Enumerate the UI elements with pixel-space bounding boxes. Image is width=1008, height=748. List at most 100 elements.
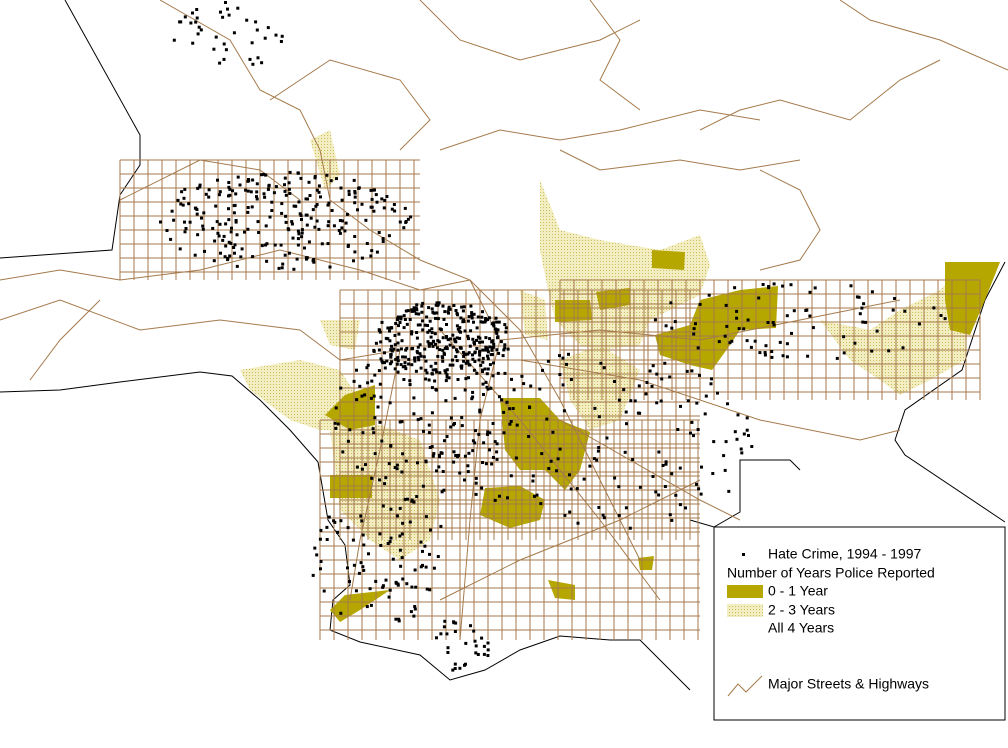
crime-point (277, 266, 281, 270)
crime-point (346, 243, 350, 247)
crime-point (508, 422, 512, 426)
crime-point (408, 383, 412, 386)
crime-point (481, 360, 485, 364)
crime-point (400, 556, 404, 560)
crime-point (767, 286, 771, 290)
crime-point (217, 193, 221, 197)
crime-point (317, 227, 321, 231)
area-2-3-years (240, 130, 970, 560)
crime-point (697, 487, 701, 491)
crime-point (481, 356, 485, 360)
crime-point (891, 308, 895, 312)
crime-point (365, 242, 369, 245)
crime-point (352, 178, 356, 182)
crime-point (425, 587, 429, 591)
crime-point (515, 423, 519, 427)
crime-point (255, 28, 259, 32)
crime-point (470, 311, 474, 315)
crime-point (855, 295, 859, 299)
crime-point (582, 477, 586, 481)
crime-point (398, 420, 402, 424)
crime-point (373, 373, 377, 377)
legend-label: Hate Crime, 1994 - 1997 (768, 546, 922, 562)
crime-point (219, 10, 222, 14)
crime-point (372, 349, 376, 353)
crime-point (633, 399, 637, 403)
crime-point (849, 284, 853, 288)
crime-point (811, 326, 815, 330)
crime-point (396, 359, 400, 363)
crime-point (750, 445, 754, 448)
crime-point (390, 344, 393, 348)
crime-point (464, 352, 468, 356)
crime-point (460, 305, 464, 309)
crime-point (222, 57, 226, 61)
crime-point (595, 458, 599, 462)
crime-point (694, 322, 697, 326)
crime-point (648, 369, 652, 373)
crime-point (224, 48, 228, 52)
crime-point (404, 459, 408, 463)
crime-point (233, 243, 237, 247)
crime-point (489, 386, 493, 390)
crime-point (669, 301, 673, 305)
crime-point (454, 340, 458, 344)
crime-point (446, 338, 450, 342)
crime-point (429, 335, 433, 339)
crime-point (476, 315, 480, 319)
legend-label: 2 - 3 Years (768, 602, 835, 618)
legend-box (713, 526, 1006, 721)
crime-point (369, 188, 373, 192)
crime-point (932, 306, 936, 310)
crime-point (698, 373, 701, 377)
crime-point (313, 546, 317, 550)
crime-point (410, 309, 414, 313)
crime-point (383, 366, 387, 370)
crime-point (376, 405, 380, 409)
crime-point (307, 180, 311, 184)
crime-point (484, 348, 488, 352)
crime-point (663, 361, 667, 365)
crime-point (413, 607, 417, 611)
crime-point (445, 435, 449, 438)
crime-point (218, 222, 222, 226)
crime-point (393, 343, 397, 347)
crime-point (387, 234, 391, 238)
crime-point (772, 323, 776, 327)
crime-point (451, 363, 455, 367)
crime-point (381, 240, 385, 243)
crime-point (511, 407, 515, 410)
crime-point (284, 220, 288, 224)
crime-point (403, 318, 407, 321)
crime-point (397, 619, 401, 623)
crime-point (380, 197, 384, 201)
crime-point (474, 481, 478, 485)
crime-point (298, 212, 302, 216)
crime-point (495, 457, 499, 461)
crime-point (502, 410, 506, 414)
crime-point (290, 220, 294, 224)
crime-point (576, 521, 580, 525)
crime-point (724, 440, 728, 444)
crime-point (427, 344, 431, 348)
crime-point (370, 379, 374, 383)
crime-point (362, 568, 366, 572)
crime-point (389, 353, 393, 357)
crime-point (388, 339, 392, 343)
crime-point (453, 337, 457, 341)
crime-point (412, 500, 416, 504)
crime-point (330, 209, 334, 212)
crime-point (486, 357, 490, 361)
crime-point (569, 487, 573, 491)
crime-point (443, 369, 447, 373)
crime-point (495, 328, 499, 332)
crime-point (486, 318, 489, 322)
crime-point (369, 254, 373, 258)
crime-point (473, 342, 476, 346)
crime-point (228, 254, 232, 258)
crime-point (448, 343, 452, 347)
crime-point (218, 190, 222, 194)
crime-point (637, 384, 641, 388)
crime-point (248, 57, 252, 61)
